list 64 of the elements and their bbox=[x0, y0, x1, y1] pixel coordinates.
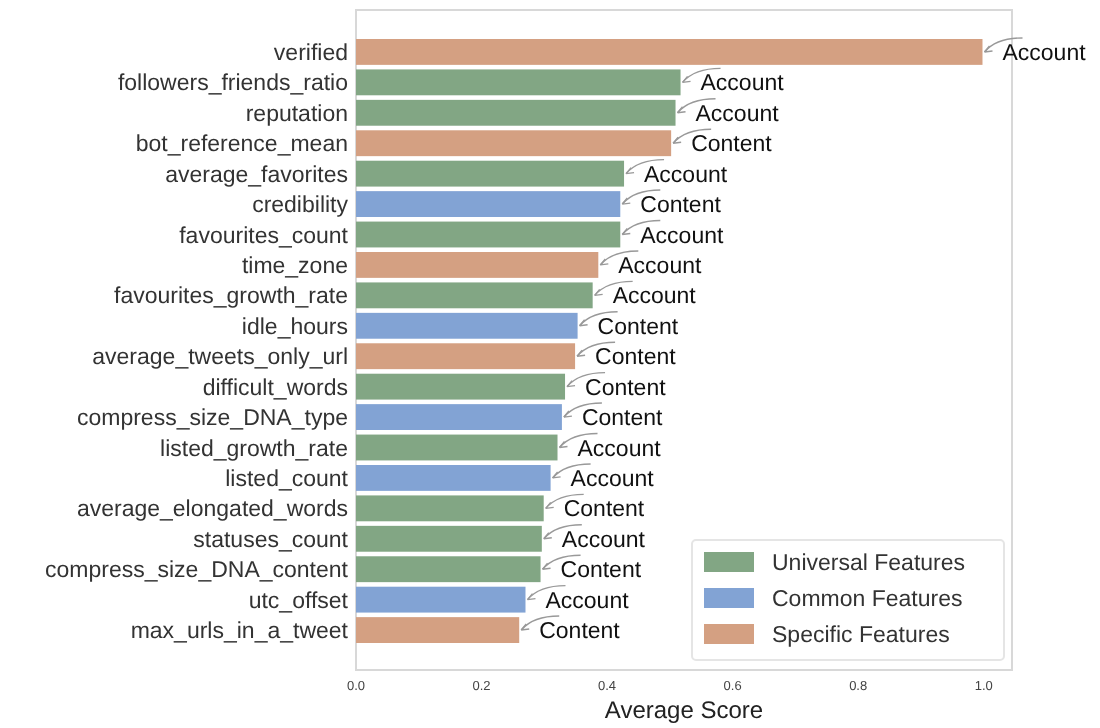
bar bbox=[356, 404, 562, 430]
bar bbox=[356, 191, 621, 218]
bar bbox=[356, 130, 672, 157]
annotation: Account bbox=[612, 285, 698, 310]
bar bbox=[356, 221, 621, 248]
bar bbox=[356, 343, 576, 370]
y-tick-label: difficult_words bbox=[202, 376, 349, 401]
bar bbox=[356, 282, 593, 309]
annotation: Content bbox=[691, 133, 774, 158]
bar bbox=[356, 434, 558, 461]
annotation: Content bbox=[560, 559, 643, 584]
annotation: Account bbox=[1002, 41, 1088, 66]
bar bbox=[356, 312, 578, 339]
y-tick-label: compress_size_DNA_content bbox=[45, 559, 350, 584]
bar bbox=[356, 495, 544, 522]
y-tick-label: credibility bbox=[252, 194, 349, 219]
y-tick-label: compress_size_DNA_type bbox=[76, 407, 348, 432]
bar bbox=[356, 464, 551, 491]
y-tick-label: favourites_count bbox=[179, 224, 350, 249]
bar bbox=[356, 556, 541, 583]
annotation: Account bbox=[561, 528, 647, 553]
y-tick-label: statuses_count bbox=[193, 528, 350, 553]
bar bbox=[356, 252, 599, 278]
bar bbox=[356, 69, 681, 96]
bar bbox=[356, 373, 566, 400]
annotation: Account bbox=[545, 589, 631, 614]
annotation: Content bbox=[581, 407, 665, 432]
annotation: Content bbox=[563, 498, 646, 523]
legend-label: Universal Features bbox=[772, 552, 966, 577]
y-tick-label: bot_reference_mean bbox=[135, 133, 348, 158]
bar bbox=[356, 586, 526, 613]
legend-label: Specific Features bbox=[772, 624, 951, 649]
annotation: Account bbox=[577, 437, 663, 462]
y-tick-label: average_elongated_words bbox=[76, 498, 349, 523]
bar bbox=[356, 525, 542, 552]
bar bbox=[356, 39, 983, 65]
annotation: Content bbox=[595, 346, 678, 371]
y-tick-label: average_favorites bbox=[165, 163, 349, 188]
bar bbox=[356, 99, 676, 126]
y-tick-label: utc_offset bbox=[248, 589, 350, 614]
annotation: Account bbox=[644, 163, 729, 188]
annotation: Account bbox=[700, 72, 786, 97]
annotation: Account bbox=[640, 224, 725, 249]
y-tick-label: followers_friends_ratio bbox=[117, 72, 348, 97]
bar bbox=[356, 160, 625, 187]
annotation: Content bbox=[640, 194, 723, 219]
annotation: Content bbox=[585, 376, 668, 401]
bar bbox=[356, 617, 520, 643]
y-tick-label: favourites_growth_rate bbox=[114, 285, 348, 310]
y-tick-label: average_tweets_only_url bbox=[92, 346, 348, 371]
x-axis-title: Average Score bbox=[604, 696, 764, 724]
y-tick-label: idle_hours bbox=[241, 315, 349, 340]
y-tick-label: reputation bbox=[245, 102, 348, 127]
y-tick-label: listed_growth_rate bbox=[160, 437, 348, 462]
y-tick-label: time_zone bbox=[241, 254, 348, 279]
y-tick-label: max_urls_in_a_tweet bbox=[130, 620, 350, 645]
annotation: Content bbox=[597, 315, 680, 340]
annotation: Content bbox=[539, 620, 622, 645]
annotation: Account bbox=[570, 467, 656, 492]
legend-label: Common Features bbox=[772, 588, 963, 613]
annotation: Account bbox=[618, 254, 704, 279]
annotation: Account bbox=[695, 102, 781, 127]
y-tick-label: verified bbox=[273, 41, 348, 66]
y-tick-label: listed_count bbox=[225, 467, 350, 492]
